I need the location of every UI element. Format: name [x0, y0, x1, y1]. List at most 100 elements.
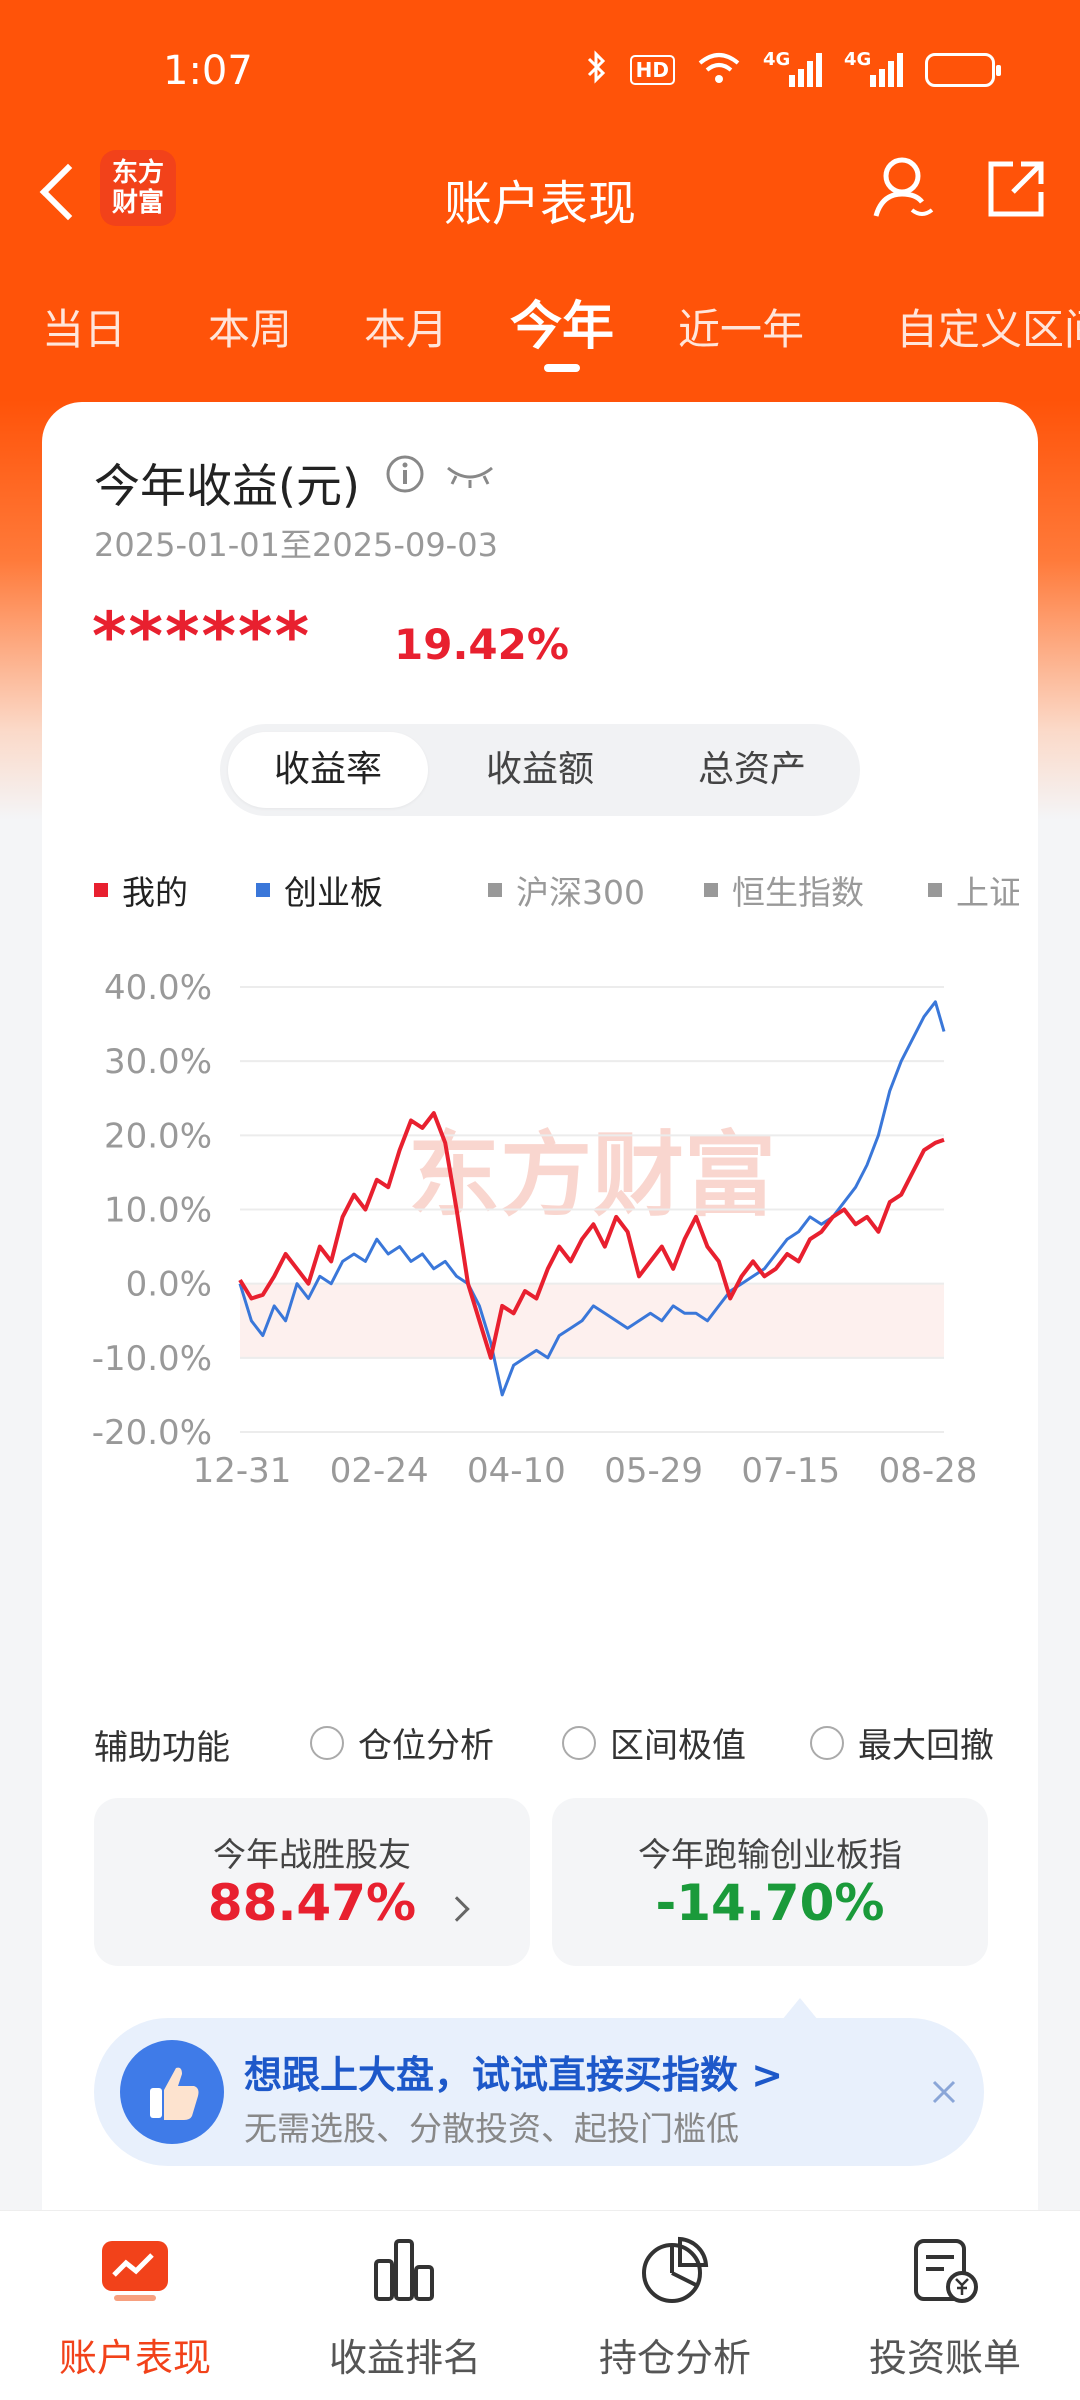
info-icon[interactable]	[385, 454, 425, 494]
performance-chart-icon	[100, 2235, 170, 2305]
legend-csi300[interactable]: 沪深300	[488, 866, 645, 914]
radio-circle	[810, 1725, 844, 1760]
bottom-nav-holdings[interactable]: 持仓分析	[540, 2235, 810, 2385]
radio-range-extremes[interactable]: 区间极值	[562, 1718, 746, 1767]
y-tick-label: 20.0%	[104, 1116, 212, 1156]
status-time: 1:07	[163, 48, 253, 94]
user-icon[interactable]	[872, 154, 936, 224]
bottom-nav: 账户表现 收益排名 持仓分析 投资账单	[0, 2210, 1080, 2400]
chart-legend: 我的 创业板 沪深300 恒生指数 上证	[94, 866, 1019, 916]
y-tick-label: 30.0%	[104, 1042, 212, 1082]
metric-segment: 收益率 收益额 总资产	[220, 724, 860, 816]
aux-functions: 辅助功能 仓位分析 区间极值 最大回撤	[94, 1714, 1014, 1768]
wifi-icon	[697, 51, 741, 89]
radio-label: 仓位分析	[358, 1726, 494, 1766]
bottom-nav-ranking[interactable]: 收益排名	[270, 2235, 540, 2385]
bill-icon	[910, 2235, 980, 2305]
x-tick-label: 08-28	[879, 1451, 978, 1491]
bar-chart-icon	[370, 2235, 440, 2305]
summary-title: 今年收益(元)	[94, 459, 360, 513]
promo-banner[interactable]: 想跟上大盘，试试直接买指数 > 无需选股、分散投资、起投门槛低	[94, 2018, 984, 2166]
y-tick-label: 0.0%	[126, 1265, 212, 1305]
masked-amount: ******	[92, 598, 312, 675]
stat-vs-chinext: 今年跑输创业板指 -14.70%	[552, 1798, 988, 1966]
promo-pointer	[782, 1998, 818, 2020]
radio-position-analysis[interactable]: 仓位分析	[310, 1718, 494, 1767]
return-chart[interactable]: 东方财富 40.0% 30.0% 20.0% 10.0% 0.0% -10.0% -20.0%…	[42, 942, 1038, 1582]
segment-total-assets[interactable]: 总资产	[697, 749, 806, 790]
y-tick-label: 10.0%	[104, 1191, 212, 1231]
tab-today[interactable]: 当日	[42, 305, 127, 354]
tab-year[interactable]: 今年	[510, 284, 614, 372]
radio-label: 最大回撤	[858, 1726, 994, 1766]
x-tick-label: 07-15	[741, 1451, 840, 1491]
stat-value: -14.70%	[655, 1874, 885, 1932]
thumbs-up-icon	[120, 2040, 224, 2144]
tab-week[interactable]: 本周	[208, 305, 293, 354]
negative-band	[240, 1283, 944, 1358]
legend-label: 恒生指数	[732, 873, 864, 912]
battery-icon	[925, 53, 1001, 87]
legend-label: 沪深300	[516, 873, 645, 912]
x-tick-label: 02-24	[330, 1451, 429, 1491]
signal-icon-1: 4G	[763, 49, 822, 87]
status-icons: HD 4G 4G	[586, 49, 1001, 90]
back-button[interactable]	[36, 160, 96, 220]
tab-month[interactable]: 本月	[364, 305, 449, 354]
legend-hang-seng[interactable]: 恒生指数	[704, 866, 864, 914]
return-percent: 19.42%	[394, 620, 569, 669]
series-line-0	[238, 1111, 945, 1360]
legend-swatch	[928, 883, 942, 897]
y-tick-label: -20.0%	[92, 1413, 212, 1453]
performance-card: 今年收益(元) 2025-01-01至2025-09-03 ****** 19.…	[42, 402, 1038, 2262]
x-tick-label: 12-31	[193, 1451, 292, 1491]
bottom-nav-label: 投资账单	[868, 2336, 1021, 2380]
stat-label: 今年跑输创业板指	[638, 1835, 902, 1874]
promo-title: 想跟上大盘，试试直接买指数 >	[244, 2053, 784, 2097]
nav-bar: 东方 财富 账户表现	[0, 140, 1080, 260]
y-tick-label: 40.0%	[104, 968, 212, 1008]
stat-label: 今年战胜股友	[213, 1835, 411, 1874]
status-bar: 1:07 HD 4G 4G	[0, 0, 1080, 140]
bottom-nav-label: 收益排名	[328, 2336, 481, 2380]
tab-custom-range[interactable]: 自定义区间	[896, 305, 1080, 354]
period-tabs: 当日 本周 本月 今年 近一年 自定义区间	[0, 270, 1080, 390]
bottom-nav-bills[interactable]: 投资账单	[810, 2235, 1080, 2385]
x-tick-label: 04-10	[467, 1451, 566, 1491]
close-icon[interactable]	[924, 2072, 964, 2112]
legend-chinext[interactable]: 创业板	[256, 866, 383, 914]
signal-icon-2: 4G	[844, 49, 903, 87]
hide-amount-icon[interactable]	[444, 460, 496, 490]
bottom-nav-performance[interactable]: 账户表现	[0, 2235, 270, 2385]
chart-watermark: 东方财富	[408, 1122, 776, 1229]
legend-swatch	[94, 883, 108, 897]
legend-mine[interactable]: 我的	[94, 866, 188, 914]
app-logo: 东方 财富	[100, 150, 176, 226]
y-tick-label: -10.0%	[92, 1339, 212, 1379]
legend-label: 上证	[956, 873, 1019, 912]
segment-return-rate[interactable]: 收益率	[228, 732, 428, 808]
legend-swatch	[488, 883, 502, 897]
pie-chart-icon	[640, 2235, 710, 2305]
radio-label: 区间极值	[610, 1726, 746, 1766]
legend-shanghai[interactable]: 上证	[928, 866, 1019, 914]
x-tick-label: 05-29	[604, 1451, 703, 1491]
date-range: 2025-01-01至2025-09-03	[94, 526, 498, 564]
legend-label: 我的	[122, 873, 188, 912]
hd-voice-icon: HD	[629, 55, 675, 85]
promo-subtitle: 无需选股、分散投资、起投门槛低	[244, 2109, 739, 2148]
share-icon[interactable]	[985, 158, 1047, 220]
bottom-nav-label: 账户表现	[58, 2336, 211, 2380]
radio-max-drawdown[interactable]: 最大回撤	[810, 1718, 994, 1767]
aux-label: 辅助功能	[94, 1728, 230, 1768]
stat-value: 88.47%	[207, 1874, 417, 1932]
bottom-nav-label: 持仓分析	[598, 2336, 751, 2380]
stat-beat-peers[interactable]: 今年战胜股友 88.47%	[94, 1798, 530, 1966]
legend-swatch	[704, 883, 718, 897]
legend-swatch	[256, 883, 270, 897]
segment-return-amount[interactable]: 收益额	[485, 749, 594, 790]
tab-last-year[interactable]: 近一年	[678, 305, 805, 354]
bluetooth-icon	[586, 50, 608, 90]
legend-label: 创业板	[284, 873, 383, 912]
radio-circle	[310, 1725, 344, 1760]
